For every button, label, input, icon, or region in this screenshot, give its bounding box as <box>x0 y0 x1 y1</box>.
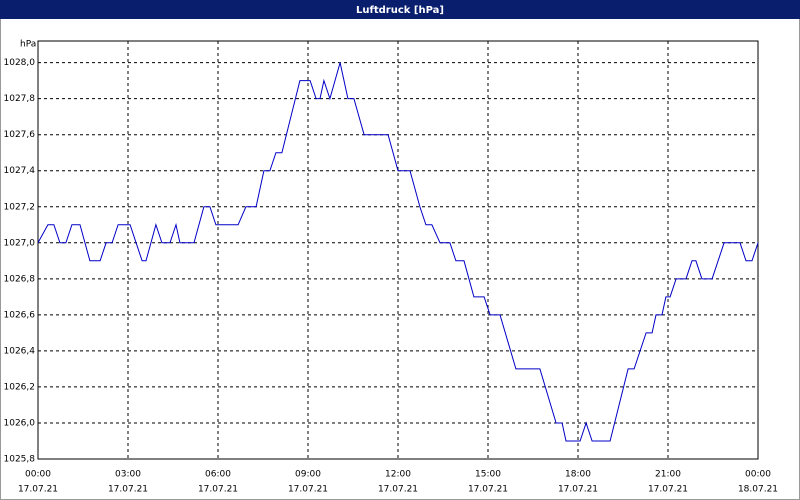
x-tick-label: 00:00 <box>25 470 51 480</box>
x-tick-label: 12:00 <box>385 470 411 480</box>
y-tick-label: 1027,2 <box>4 202 36 212</box>
y-unit: hPa <box>20 40 36 50</box>
x-tick-label: 03:00 <box>115 470 141 480</box>
y-tick-label: 1026,2 <box>4 382 36 392</box>
x-tick-label: 21:00 <box>655 470 681 480</box>
y-tick-label: 1026,4 <box>4 346 36 356</box>
y-tick-label: 1026,8 <box>4 274 36 284</box>
x-tick-date: 17.07.21 <box>558 485 598 495</box>
plot-border <box>37 40 759 460</box>
y-tick-label: 1027,8 <box>4 94 36 104</box>
x-tick-label: 18:00 <box>565 470 591 480</box>
y-tick-label: 1027,4 <box>4 166 36 176</box>
y-tick-label: 1026,0 <box>4 418 36 428</box>
x-tick-date: 17.07.21 <box>648 485 688 495</box>
x-tick-date: 17.07.21 <box>18 485 58 495</box>
x-tick-label: 00:00 <box>745 470 771 480</box>
line <box>37 62 759 442</box>
y-tick-label: 1025,8 <box>4 455 36 465</box>
chart-title: Luftdruck [hPa] <box>356 5 444 16</box>
title-bar <box>0 0 800 19</box>
x-tick-date: 17.07.21 <box>108 485 148 495</box>
y-tick-label: 1027,6 <box>4 130 36 140</box>
y-tick-label: 1027,0 <box>4 238 36 248</box>
y-tick-label: 1028,0 <box>4 58 36 68</box>
x-tick-date: 18.07.21 <box>738 485 778 495</box>
x-tick-date: 17.07.21 <box>198 485 238 495</box>
x-tick-date: 17.07.21 <box>378 485 418 495</box>
x-tick-label: 09:00 <box>295 470 321 480</box>
x-tick-label: 06:00 <box>205 470 231 480</box>
x-tick-date: 17.07.21 <box>468 485 508 495</box>
x-tick-date: 17.07.21 <box>288 485 328 495</box>
y-tick-label: 1026,6 <box>4 310 36 320</box>
x-tick-label: 15:00 <box>475 470 501 480</box>
